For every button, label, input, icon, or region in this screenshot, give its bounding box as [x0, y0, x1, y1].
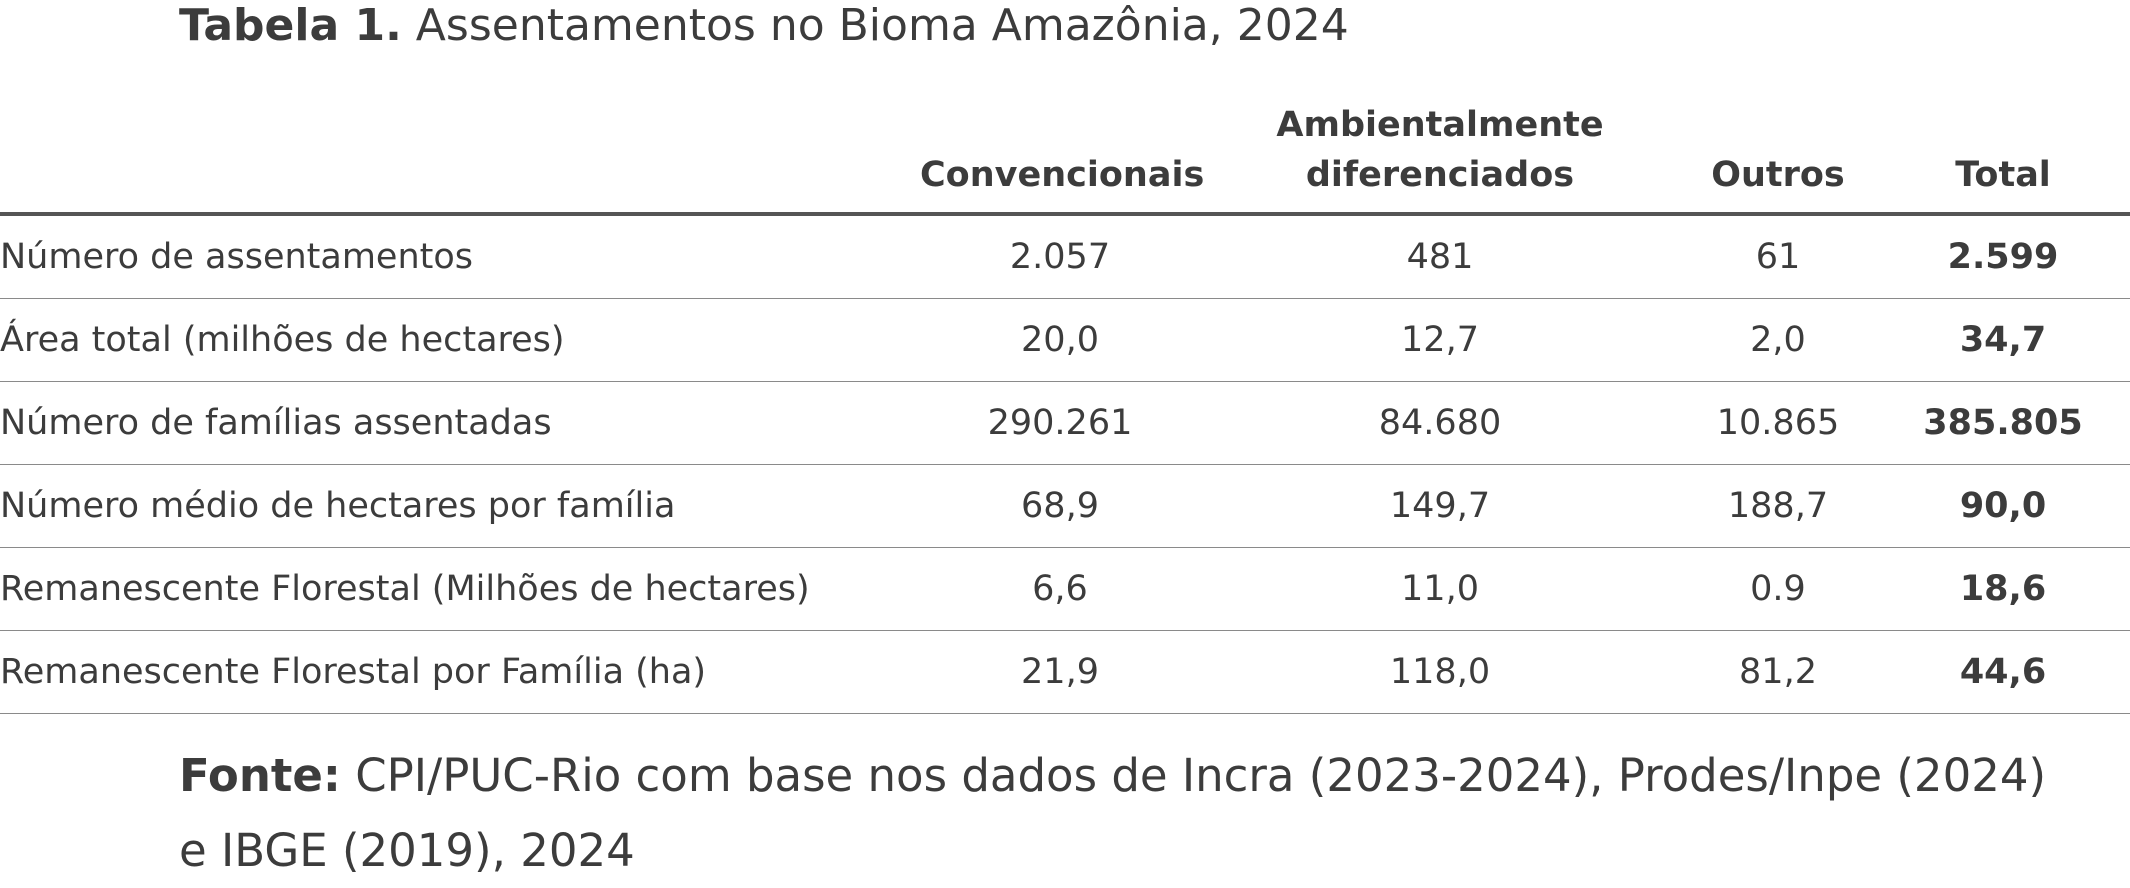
- row-label: Remanescente Florestal por Família (ha): [0, 630, 920, 714]
- table-cell: 118,0: [1200, 630, 1680, 714]
- row-label: Número médio de hectares por família: [0, 464, 920, 548]
- column-header: Convencionais: [920, 92, 1204, 216]
- source-text: CPI/PUC-Rio com base nos dados de Incra …: [179, 749, 2047, 877]
- table-cell: 90,0: [1876, 464, 2130, 548]
- table-cell: 385.805: [1876, 381, 2130, 465]
- row-label: Número de assentamentos: [0, 214, 920, 299]
- column-header-text: Ambientalmente diferenciados: [1276, 105, 1604, 195]
- table-cell: 18,6: [1876, 547, 2130, 631]
- table-row: Área total (milhões de hectares) 20,0 12,7…: [0, 298, 2130, 382]
- header-row: Convencionais Ambientalmente diferenciado…: [0, 92, 2130, 216]
- table-row: Remanescente Florestal (Milhões de hecta…: [0, 547, 2130, 631]
- table-cell: 20,0: [920, 298, 1200, 382]
- column-header: Outros: [1680, 92, 1876, 216]
- table-cell: 0.9: [1680, 547, 1876, 631]
- table-cell: 84.680: [1200, 381, 1680, 465]
- table-row: Remanescente Florestal por Família (ha) 2…: [0, 630, 2130, 714]
- row-label: Número de famílias assentadas: [0, 381, 920, 465]
- row-label: Área total (milhões de hectares): [0, 298, 920, 382]
- table-row: Número médio de hectares por família 68,9…: [0, 464, 2130, 548]
- table-cell: 34,7: [1876, 298, 2130, 382]
- table-cell: 2.057: [920, 214, 1200, 299]
- column-header-text: Outros: [1711, 155, 1845, 195]
- column-header-text: Convencionais: [920, 155, 1205, 195]
- table-cell: 149,7: [1200, 464, 1680, 548]
- column-header: Total: [1876, 92, 2130, 216]
- data-table: Convencionais Ambientalmente diferenciado…: [0, 92, 2130, 714]
- table-cell: 12,7: [1200, 298, 1680, 382]
- table-body: Número de assentamentos 2.057 481 61 2.599 Ár…: [0, 214, 2130, 714]
- row-label: Remanescente Florestal (Milhões de hecta…: [0, 547, 920, 631]
- table-title: Tabela 1. Assentamentos no Bioma Amazôni…: [179, 0, 1349, 52]
- table-cell: 2,0: [1680, 298, 1876, 382]
- table-cell: 2.599: [1876, 214, 2130, 299]
- table-row: Número de assentamentos 2.057 481 61 2.599: [0, 214, 2130, 299]
- header-cell: [0, 92, 920, 216]
- table-cell: 290.261: [920, 381, 1200, 465]
- column-header: Ambientalmente diferenciados: [1200, 92, 1680, 216]
- table-cell: 10.865: [1680, 381, 1876, 465]
- table-cell: 6,6: [920, 547, 1200, 631]
- table-cell: 61: [1680, 214, 1876, 299]
- table-cell: 21,9: [920, 630, 1200, 714]
- source-label: Fonte:: [179, 749, 341, 802]
- table-cell: 68,9: [920, 464, 1200, 548]
- title-text: Assentamentos no Bioma Amazônia, 2024: [415, 0, 1349, 51]
- table-cell: 188,7: [1680, 464, 1876, 548]
- title-label: Tabela 1.: [179, 0, 402, 51]
- table-cell: 11,0: [1200, 547, 1680, 631]
- column-header-text: Total: [1955, 155, 2051, 195]
- source-note: Fonte: CPI/PUC-Rio com base nos dados de…: [179, 738, 2079, 888]
- table-row: Número de famílias assentadas 290.261 84.6…: [0, 381, 2130, 465]
- table-cell: 44,6: [1876, 630, 2130, 714]
- table-cell: 81,2: [1680, 630, 1876, 714]
- table-cell: 481: [1200, 214, 1680, 299]
